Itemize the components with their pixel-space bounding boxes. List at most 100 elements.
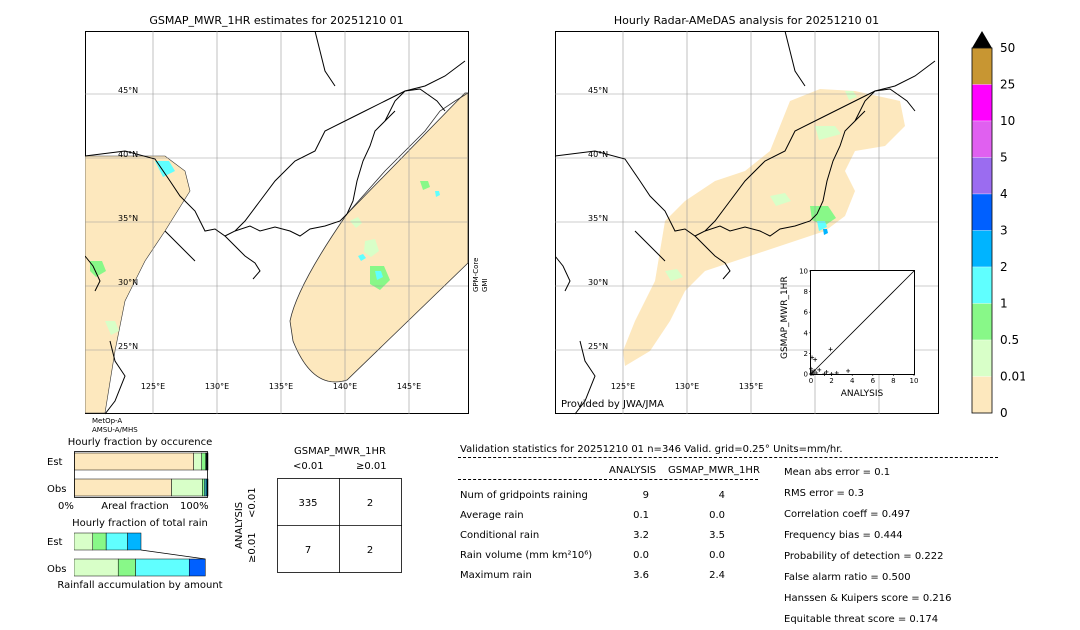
right-map-coastlines [555,31,936,415]
scatter-point [822,372,827,376]
validation-col-divider [458,479,758,480]
validation-row: Maximum rain 3.6 2.4 [460,565,760,585]
bar-segment [74,478,172,497]
right-map-credit: Provided by JWA/JMA [561,399,664,410]
score-line: Mean abs error = 0.1 [784,467,891,478]
scatter-x-tick: 10 [910,377,919,385]
scatter-point [809,366,813,371]
right-map-rain-patch [823,229,828,235]
bar-segment [117,558,136,577]
right-map-rain-patch [815,126,841,140]
left-map-rain-patch [364,239,379,257]
contingency-col-label: ≥0.01 [356,461,387,472]
occurrence-title: Hourly fraction by occurence [67,437,213,448]
validation-row: Rain volume (mm km²10⁶) 0.0 0.0 [460,545,760,565]
bar-segment [193,452,202,471]
colorbar-over-triangle [972,31,992,48]
colorbar-label: 4 [1000,187,1008,201]
contingency-cell: 7 [305,545,311,556]
bar-segment [105,532,128,551]
left-map-lat-label: 30°N [118,278,138,287]
validation-col-analysis: ANALYSIS [609,465,657,476]
left-map-rain-patch [358,254,366,261]
left-map-lon-label: 125°E [141,382,165,391]
validation-analysis-value: 0.1 [633,509,649,521]
scatter-y-tick: 2 [804,350,808,358]
scatter-point [812,368,817,373]
total-rain-title: Hourly fraction of total rain [72,518,208,529]
validation-header: Validation statistics for 20251210 01 n=… [460,444,843,455]
scatter-y-tick: 10 [799,268,808,276]
right-map-title: Hourly Radar-AMeDAS analysis for 2025121… [613,14,880,27]
bar-segment [202,478,205,497]
left-map-lon-labels: 125°E 130°E 135°E 140°E 145°E [141,382,421,391]
colorbar-box [971,120,993,158]
colorbar-box [971,157,993,195]
validation-analysis-value: 3.6 [633,569,649,581]
scatter-point [828,347,833,352]
contingency-row-header: ANALYSIS [234,501,245,549]
scatter-point [810,355,815,360]
left-map-gmi-swath [289,92,469,383]
right-map-lat-label: 25°N [588,342,608,351]
colorbar-label: 5 [1000,151,1008,165]
right-map-lat-label: 40°N [588,150,608,159]
total-rain-connector [140,549,206,560]
right-map-rain-patch [810,206,836,226]
left-map-bottom-label: MetOp-A AMSU-A/MHS [92,417,138,435]
contingency-col-label: <0.01 [293,461,324,472]
scatter-point [813,357,818,362]
left-map-lon-label: 140°E [333,382,357,391]
occurrence-bar-segments [74,452,209,497]
occurrence-tick-0: 0% [58,501,74,512]
colorbar-label: 3 [1000,224,1008,238]
left-map-rain-patch [375,271,383,280]
contingency-row-label: ≥0.01 [247,532,258,563]
bar-segment [74,532,94,551]
left-map-rain-patch [105,321,119,335]
contingency-title: GSMAP_MWR_1HR [294,446,386,457]
validation-gsmap-value: 0.0 [709,549,725,561]
right-map-rain-patch [770,193,791,206]
validation-scores: Mean abs error = 0.1 RMS error = 0.3 Cor… [784,462,951,630]
occurrence-frame [74,451,208,498]
validation-analysis-value: 0.0 [633,549,649,561]
bar-segment [171,478,203,497]
validation-gsmap-value: 4 [718,489,725,501]
right-map-lat-label: 45°N [588,86,608,95]
score-line: Probability of detection = 0.222 [784,551,944,562]
total-rain-est-label: Est [47,537,63,548]
validation-gsmap-value: 2.4 [709,569,725,581]
right-map-lon-label: 125°E [611,382,635,391]
colorbar: 50 25 10 5 4 3 2 1 0.5 0.01 0 [971,31,1025,418]
bar-segment [127,532,142,551]
scatter-diagonal [810,270,915,375]
occurrence-bars [74,451,209,498]
score-line: Correlation coeff = 0.497 [784,509,911,520]
colorbar-label: 0 [1000,406,1008,418]
colorbar-labels: 50 25 10 5 4 3 2 1 0.5 0.01 0 [1000,41,1025,418]
scatter-y-tick: 6 [804,309,809,317]
scatter-point [824,369,829,374]
bar-segment [201,452,206,471]
colorbar-box [971,84,993,122]
colorbar-label: 1 [1000,297,1008,311]
left-map-rain-patch [90,261,106,277]
right-map-lon-label: 135°E [739,382,763,391]
contingency-row-label: <0.01 [247,487,258,518]
occurrence-obs-label: Obs [47,484,67,495]
scatter-y-tick: 4 [804,329,809,337]
total-rain-obs-label: Obs [47,564,67,575]
occurrence-tick-100: 100% [180,501,209,512]
scatter-point [810,369,815,374]
colorbar-label: 2 [1000,260,1008,274]
score-line: RMS error = 0.3 [784,488,864,499]
left-map-lon-label: 130°E [205,382,229,391]
validation-row-label: Num of gridpoints raining [460,489,588,501]
scatter-plot: 0 2 4 6 8 10 0 2 4 6 8 10 [799,268,919,386]
bar-segment [188,558,206,577]
right-map-rain-patch [817,221,827,231]
scatter-x-ticks: 0 2 4 6 8 10 [809,374,919,385]
right-map-rain-patch [665,269,683,281]
scatter-y-ticks: 0 2 4 6 8 10 [799,268,811,379]
